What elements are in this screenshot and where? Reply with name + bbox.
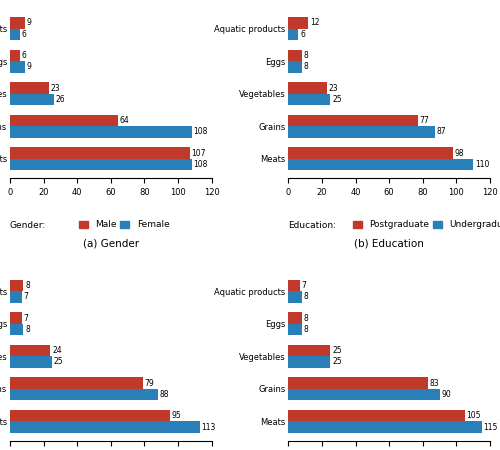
Text: 8: 8 (25, 325, 30, 334)
Text: 64: 64 (119, 116, 129, 125)
Text: Education:: Education: (288, 221, 337, 230)
Bar (10, 324, 24, 335)
Text: 8: 8 (304, 51, 308, 60)
Bar (288, 17, 308, 28)
Text: 9: 9 (27, 63, 32, 72)
Bar (288, 115, 418, 126)
Bar (288, 422, 482, 433)
Bar (288, 324, 302, 335)
Text: 25: 25 (54, 357, 64, 366)
Text: 25: 25 (332, 95, 342, 104)
Title: (b) Education: (b) Education (354, 239, 424, 249)
Text: 25: 25 (332, 346, 342, 355)
Text: 98: 98 (454, 148, 464, 157)
Bar (288, 291, 302, 302)
Bar (10, 291, 22, 302)
Title: (a) Gender: (a) Gender (83, 239, 139, 249)
Text: 77: 77 (420, 116, 429, 125)
Text: Gender:: Gender: (10, 221, 46, 230)
Bar (288, 356, 331, 368)
Bar (10, 356, 52, 368)
Bar (288, 378, 428, 389)
Bar (288, 410, 465, 422)
Legend: Postgraduate, Undergraduate: Postgraduate, Undergraduate (354, 220, 500, 229)
Bar (288, 82, 327, 94)
Text: 26: 26 (56, 95, 65, 104)
Text: 6: 6 (22, 30, 26, 39)
Legend: Male, Female: Male, Female (79, 220, 170, 229)
Text: 8: 8 (304, 314, 308, 323)
Bar (288, 126, 434, 138)
Text: 108: 108 (193, 160, 208, 169)
Bar (10, 389, 158, 400)
Bar (288, 159, 473, 170)
Bar (10, 115, 118, 126)
Bar (10, 148, 190, 159)
Bar (10, 28, 20, 40)
Bar (10, 422, 200, 433)
Bar (10, 17, 25, 28)
Bar (10, 410, 170, 422)
Text: 12: 12 (310, 18, 320, 27)
Bar (288, 94, 331, 105)
Bar (288, 61, 302, 72)
Bar (288, 280, 300, 291)
Bar (288, 50, 302, 61)
Text: 7: 7 (24, 292, 28, 302)
Text: 87: 87 (436, 127, 446, 136)
Text: 107: 107 (192, 148, 206, 157)
Bar (10, 126, 192, 138)
Bar (10, 345, 50, 356)
Bar (288, 148, 453, 159)
Text: 83: 83 (430, 378, 439, 387)
Text: 115: 115 (484, 423, 498, 432)
Text: 113: 113 (202, 423, 216, 432)
Text: 90: 90 (442, 390, 451, 399)
Bar (288, 389, 440, 400)
Text: 8: 8 (304, 325, 308, 334)
Bar (10, 50, 20, 61)
Text: 6: 6 (300, 30, 305, 39)
Bar (10, 82, 48, 94)
Text: 25: 25 (332, 357, 342, 366)
Bar (10, 378, 143, 389)
Text: 7: 7 (302, 281, 306, 290)
Text: 23: 23 (50, 84, 60, 93)
Text: 8: 8 (25, 281, 30, 290)
Bar (288, 345, 331, 356)
Bar (288, 312, 302, 324)
Bar (10, 159, 192, 170)
Text: 8: 8 (304, 292, 308, 302)
Text: 24: 24 (52, 346, 62, 355)
Text: 7: 7 (24, 314, 28, 323)
Text: 9: 9 (27, 18, 32, 27)
Bar (288, 28, 298, 40)
Bar (10, 312, 22, 324)
Bar (10, 61, 25, 72)
Text: 6: 6 (22, 51, 26, 60)
Bar (10, 94, 54, 105)
Text: 108: 108 (193, 127, 208, 136)
Text: 23: 23 (328, 84, 338, 93)
Text: 95: 95 (172, 411, 181, 420)
Text: 110: 110 (475, 160, 489, 169)
Text: 88: 88 (160, 390, 169, 399)
Text: 8: 8 (304, 63, 308, 72)
Text: 79: 79 (144, 378, 154, 387)
Text: 105: 105 (466, 411, 481, 420)
Bar (10, 280, 24, 291)
